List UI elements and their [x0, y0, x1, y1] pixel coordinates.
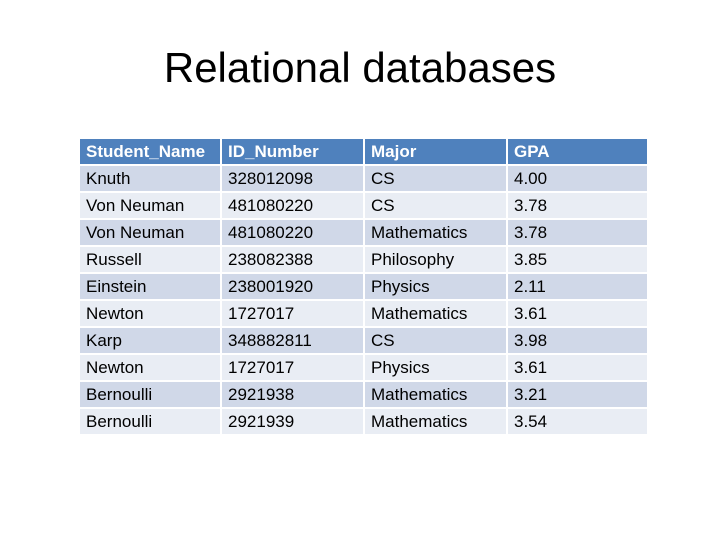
cell-major: Mathematics [365, 409, 506, 434]
cell-gpa: 3.78 [508, 193, 647, 218]
cell-major: Mathematics [365, 382, 506, 407]
table-row: Newton 1727017 Physics 3.61 [80, 355, 647, 380]
cell-id-number: 328012098 [222, 166, 363, 191]
table-row: Einstein 238001920 Physics 2.11 [80, 274, 647, 299]
cell-student-name: Von Neuman [80, 220, 220, 245]
slide-title: Relational databases [163, 44, 557, 91]
cell-id-number: 238001920 [222, 274, 363, 299]
header-major: Major [365, 139, 506, 164]
cell-major: Physics [365, 355, 506, 380]
cell-gpa: 3.54 [508, 409, 647, 434]
students-table: Student_Name ID_Number Major GPA Knuth 3… [78, 137, 649, 436]
cell-gpa: 3.21 [508, 382, 647, 407]
cell-student-name: Knuth [80, 166, 220, 191]
cell-id-number: 481080220 [222, 193, 363, 218]
cell-gpa: 4.00 [508, 166, 647, 191]
cell-id-number: 481080220 [222, 220, 363, 245]
table-row: Karp 348882811 CS 3.98 [80, 328, 647, 353]
table-row: Von Neuman 481080220 Mathematics 3.78 [80, 220, 647, 245]
cell-gpa: 3.85 [508, 247, 647, 272]
cell-major: CS [365, 166, 506, 191]
cell-student-name: Bernoulli [80, 409, 220, 434]
cell-major: CS [365, 193, 506, 218]
cell-gpa: 2.11 [508, 274, 647, 299]
table-row: Von Neuman 481080220 CS 3.78 [80, 193, 647, 218]
cell-student-name: Einstein [80, 274, 220, 299]
cell-id-number: 2921939 [222, 409, 363, 434]
cell-gpa: 3.98 [508, 328, 647, 353]
cell-major: CS [365, 328, 506, 353]
cell-student-name: Newton [80, 355, 220, 380]
cell-major: Physics [365, 274, 506, 299]
cell-major: Mathematics [365, 301, 506, 326]
cell-id-number: 2921938 [222, 382, 363, 407]
table-row: Newton 1727017 Mathematics 3.61 [80, 301, 647, 326]
table-row: Russell 238082388 Philosophy 3.85 [80, 247, 647, 272]
table-header-row: Student_Name ID_Number Major GPA [80, 139, 647, 164]
table-row: Bernoulli 2921938 Mathematics 3.21 [80, 382, 647, 407]
table-row: Knuth 328012098 CS 4.00 [80, 166, 647, 191]
cell-gpa: 3.61 [508, 301, 647, 326]
header-id-number: ID_Number [222, 139, 363, 164]
cell-major: Philosophy [365, 247, 506, 272]
table-row: Bernoulli 2921939 Mathematics 3.54 [80, 409, 647, 434]
cell-student-name: Bernoulli [80, 382, 220, 407]
cell-id-number: 348882811 [222, 328, 363, 353]
cell-id-number: 1727017 [222, 301, 363, 326]
cell-student-name: Newton [80, 301, 220, 326]
cell-gpa: 3.78 [508, 220, 647, 245]
cell-student-name: Von Neuman [80, 193, 220, 218]
cell-student-name: Russell [80, 247, 220, 272]
header-student-name: Student_Name [80, 139, 220, 164]
header-gpa: GPA [508, 139, 647, 164]
cell-major: Mathematics [365, 220, 506, 245]
cell-id-number: 1727017 [222, 355, 363, 380]
cell-student-name: Karp [80, 328, 220, 353]
cell-id-number: 238082388 [222, 247, 363, 272]
cell-gpa: 3.61 [508, 355, 647, 380]
